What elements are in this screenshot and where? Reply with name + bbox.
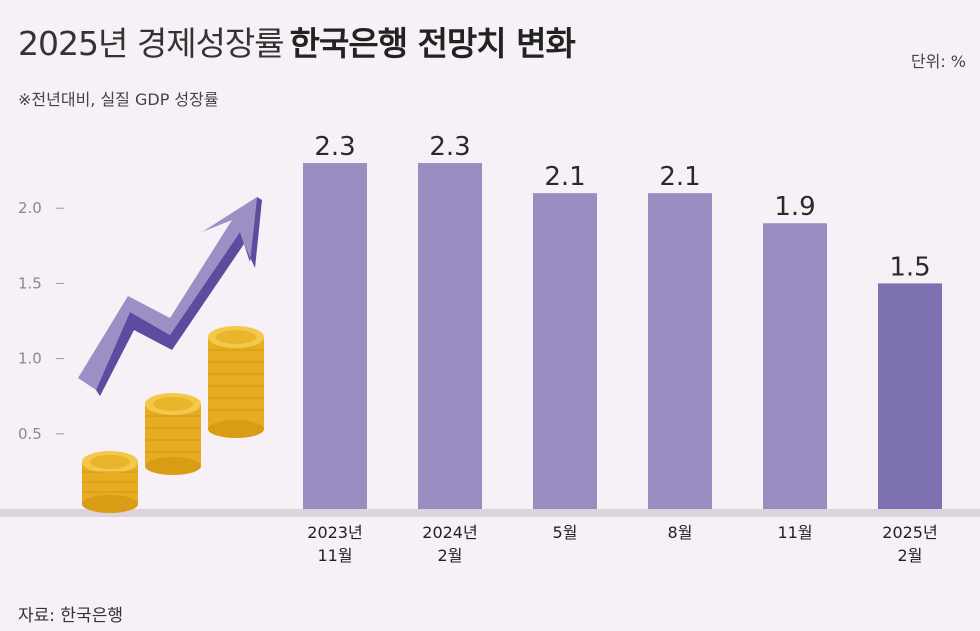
data-label: 1.5 bbox=[889, 252, 930, 282]
coin-stacks-icon bbox=[82, 326, 264, 513]
x-tick-label: 2023년 bbox=[307, 523, 362, 542]
y-tick-label: 2.0 bbox=[18, 199, 42, 217]
title-light: 2025년 경제성장률 bbox=[18, 24, 285, 63]
bar bbox=[648, 193, 712, 509]
x-tick-label: 5월 bbox=[553, 523, 578, 542]
data-label: 2.1 bbox=[544, 162, 585, 192]
rising-arrow-icon bbox=[78, 197, 262, 396]
bars bbox=[303, 163, 942, 510]
y-tick-label: 1.0 bbox=[18, 350, 42, 368]
bar bbox=[533, 193, 597, 509]
data-label: 1.9 bbox=[774, 192, 815, 222]
y-tick-label: 0.5 bbox=[18, 425, 42, 443]
x-tick-label: 2024년 bbox=[422, 523, 477, 542]
bar bbox=[303, 163, 367, 509]
y-axis: 0.5 1.0 1.5 2.0 bbox=[18, 199, 64, 443]
title-bold: 한국은행 전망치 변화 bbox=[289, 24, 576, 63]
x-tick-label: 2월 bbox=[438, 546, 463, 565]
bar bbox=[878, 283, 942, 509]
data-label: 2.3 bbox=[429, 132, 470, 162]
x-tick-label: 11월 bbox=[317, 546, 352, 565]
bar bbox=[763, 223, 827, 510]
bar bbox=[418, 163, 482, 509]
growth-illustration bbox=[78, 197, 264, 513]
baseline bbox=[0, 509, 980, 517]
data-label: 2.1 bbox=[659, 162, 700, 192]
y-tick-label: 1.5 bbox=[18, 274, 42, 292]
x-tick-label: 2025년 bbox=[882, 523, 937, 542]
x-tick-label: 2월 bbox=[898, 546, 923, 565]
data-labels: 2.3 2.3 2.1 2.1 1.9 1.5 bbox=[314, 132, 930, 282]
unit-label: 단위: % bbox=[910, 52, 966, 71]
x-tick-label: 8월 bbox=[668, 523, 693, 542]
chart-subtitle: ※전년대비, 실질 GDP 성장률 bbox=[18, 90, 219, 109]
source-note: 자료: 한국은행 bbox=[18, 606, 123, 626]
x-axis-labels: 2023년 11월 2024년 2월 5월 8월 11월 2025년 2월 bbox=[307, 523, 937, 565]
data-label: 2.3 bbox=[314, 132, 355, 162]
x-tick-label: 11월 bbox=[777, 523, 812, 542]
chart-title: 2025년 경제성장률 한국은행 전망치 변화 bbox=[18, 22, 576, 66]
